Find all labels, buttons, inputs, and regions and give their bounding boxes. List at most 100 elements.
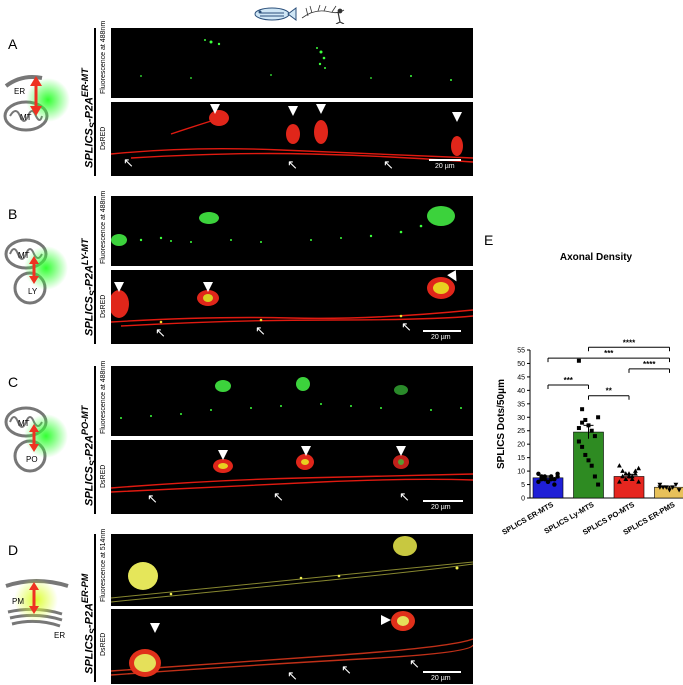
data-point [617,479,622,484]
significance-label: ** [606,387,613,396]
arrow-marker: ↖ [341,662,352,677]
data-point [536,471,541,476]
y-tick-label: 30 [517,415,525,422]
data-point [542,474,547,479]
panel-b-divider [94,196,96,344]
panel-c-divider [94,366,96,514]
scale-bar [429,159,461,161]
data-point [580,407,585,412]
data-point [592,474,597,479]
panel-letter-d: D [8,542,19,558]
arrow-marker: ↖ [409,656,420,671]
scale-label: 20 µm [431,504,451,511]
data-point [660,485,666,490]
panel-d-top-channel: Fluorescence at 514nm [100,528,107,602]
arrow-marker: ↖ [155,325,166,340]
data-point [636,465,641,471]
data-point [583,417,588,422]
y-tick-label: 20 [517,442,525,449]
panel-b-bottom-channel: DsRED [100,294,107,318]
data-point [536,479,541,485]
data-point [592,434,597,439]
data-point [663,485,669,490]
panel-d-divider [94,534,96,682]
data-point [620,473,625,479]
data-point [586,458,591,463]
y-tick-label: 0 [521,496,525,503]
data-point [633,468,638,473]
y-tick-label: 25 [517,428,525,435]
data-point [623,476,629,481]
arrow-marker: ↖ [399,489,410,504]
axonal-density-chart: Axonal Density 0 5 10 15 20 25 30 35 40 45 50 55 SPLI… [496,252,683,537]
arrowhead-marker [452,112,462,122]
panel-a-green-image [111,28,473,98]
data-point [676,488,682,493]
panel-d-red-image: ↖ ↖ ↖ 20 µm [111,609,473,684]
scale-label: 20 µm [431,334,451,341]
panel-a-red-image: ↖ ↖ ↖ 20 µm [111,102,473,176]
larva-fish-icon [254,7,297,21]
arrowhead-marker [218,450,228,460]
neuron-icon [301,4,345,24]
panel-letter-b: B [8,206,18,222]
panel-d-bottom-channel: DsRED [100,632,107,656]
data-point [673,482,679,488]
data-point [633,471,638,476]
data-point [626,473,632,479]
scale-label: 20 µm [431,675,451,682]
panel-b-green-image [111,196,473,266]
data-point [576,426,581,431]
svg-text:MT: MT [18,251,30,260]
data-point [589,463,594,468]
svg-text:ER: ER [54,631,65,640]
data-point [670,485,676,490]
data-point [576,439,581,444]
scale-bar [423,671,461,673]
data-point [667,488,672,493]
y-tick-label: 15 [517,455,525,462]
data-point [596,415,601,420]
arrow-marker: ↖ [123,155,134,170]
po-mt-contact-diagram: MT PO [4,406,68,473]
panel-a-bottom-channel: DsRED [100,126,107,150]
panel-c-red-image: ↖ ↖ ↖ 20 µm [111,440,473,514]
data-point [552,476,557,482]
y-tick-label: 45 [517,374,525,381]
arrowhead-marker [316,104,326,114]
panel-c-bottom-channel: DsRED [100,464,107,488]
arrow-marker: ↖ [255,323,266,338]
significance-label: *** [564,376,574,385]
panel-c-green-image [111,366,473,436]
data-point [580,420,585,425]
arrow-marker: ↖ [147,491,158,506]
arrowhead-marker [381,615,391,625]
svg-text:MT: MT [20,113,32,122]
y-tick-label: 10 [517,469,525,476]
panel-a-top-channel: Fluorescence at 488nm [100,20,107,94]
chart-title: Axonal Density [560,252,633,263]
data-point [617,463,622,468]
significance-label: **** [643,360,656,369]
data-point [576,358,581,363]
panel-b-red-image: ↖ ↖ ↖ 20 µm [111,270,473,344]
data-point [580,444,585,449]
arrowhead-marker [210,104,220,114]
arrowhead-marker [396,446,406,456]
bar [613,476,645,499]
data-point [552,482,557,487]
panel-b-construct: SPLICSS-P2ALY-MT [80,238,98,336]
svg-text:PM: PM [12,597,24,606]
arrowhead-marker [203,282,213,292]
svg-text:ER: ER [14,87,25,96]
scale-bar [423,330,461,332]
ly-mt-contact-diagram: MT LY [4,238,68,305]
svg-text:LY: LY [28,287,38,296]
panel-letter-e: E [484,232,494,248]
arrow-marker: ↖ [287,157,298,172]
panel-a-divider [94,28,96,176]
svg-text:PO: PO [26,455,38,464]
panel-b-top-channel: Fluorescence at 488nm [100,190,107,264]
y-tick-label: 40 [517,388,525,395]
significance-label: *** [604,349,614,358]
